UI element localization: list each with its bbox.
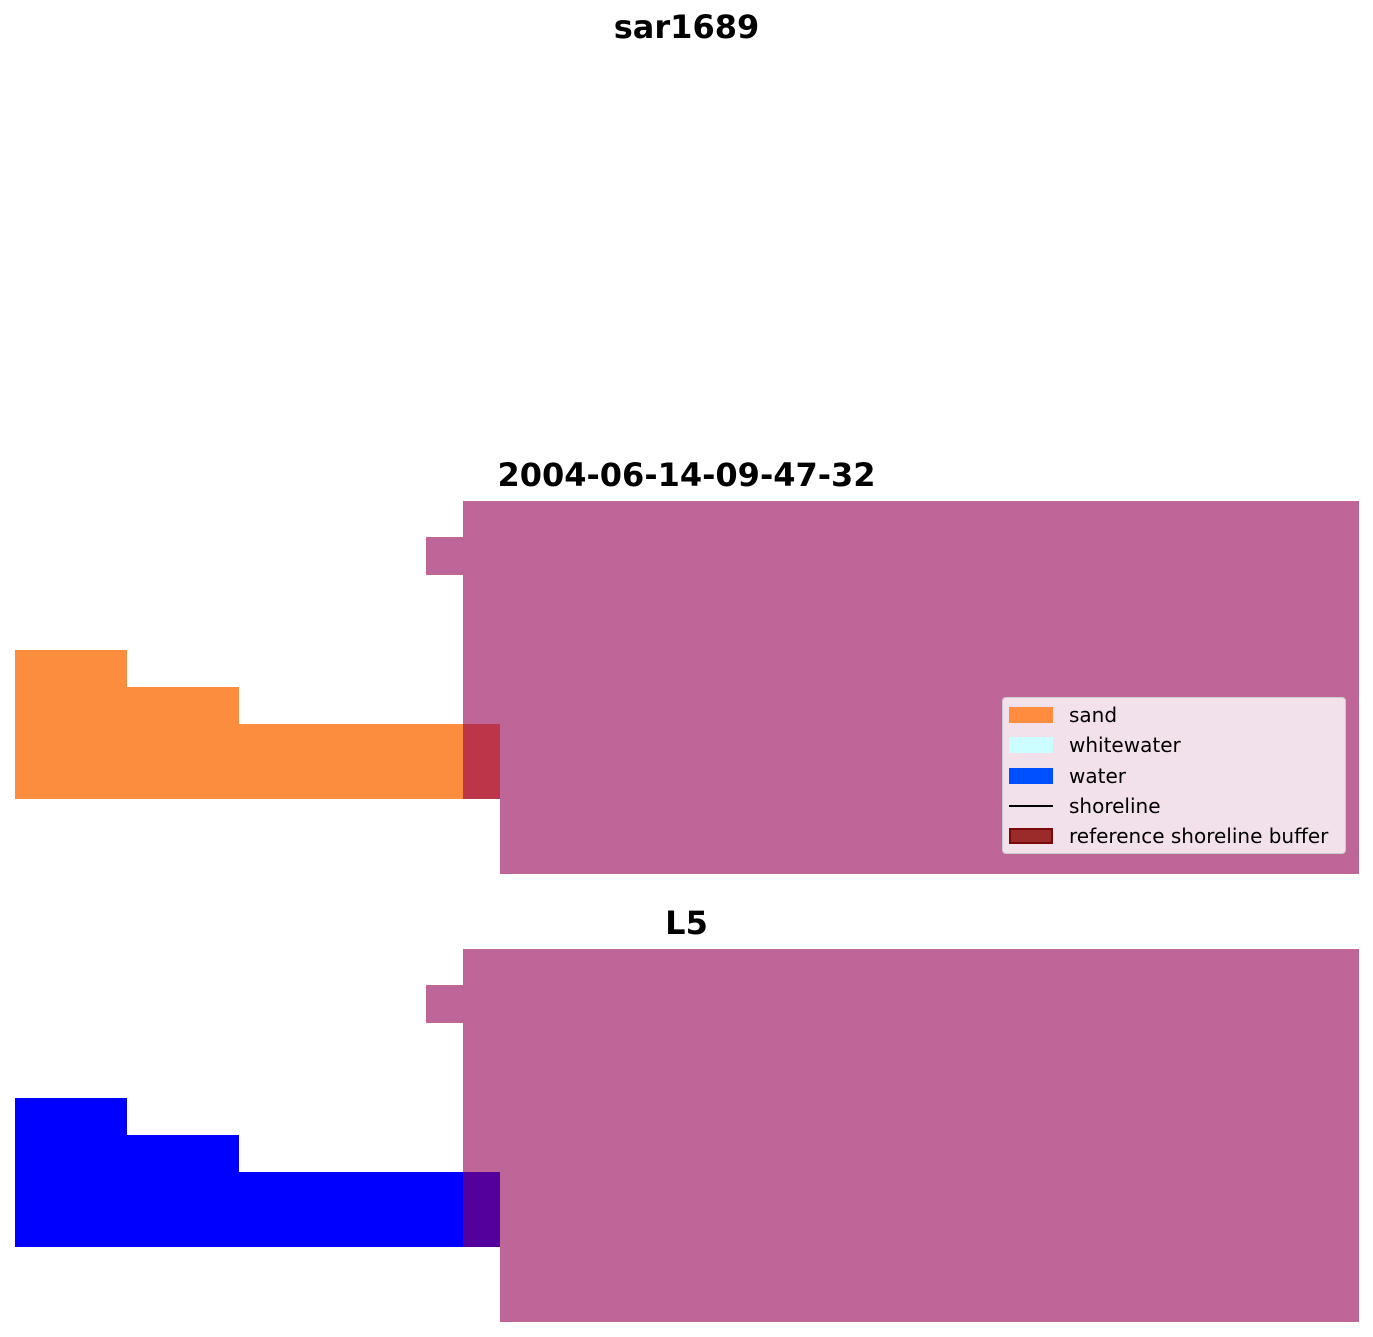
legend-item-reference-shoreline-buffer: reference shoreline buffer bbox=[1009, 824, 1328, 848]
legend-swatch-water bbox=[1009, 768, 1053, 784]
figure-title-middle: 2004-06-14-09-47-32 bbox=[497, 456, 876, 494]
legend-item-water: water bbox=[1009, 764, 1126, 788]
water-buffer-overlap bbox=[463, 1172, 500, 1247]
sand-buffer-overlap bbox=[463, 724, 500, 799]
legend-swatch-sand bbox=[1009, 707, 1053, 723]
buffer-region-notch bbox=[426, 537, 463, 575]
legend-label: sand bbox=[1069, 703, 1118, 727]
figure-title-top: sar1689 bbox=[613, 8, 760, 46]
sand-region-step-1 bbox=[15, 650, 127, 799]
legend-swatch-reference-shoreline-buffer bbox=[1009, 828, 1053, 844]
buffer-region-lower bbox=[500, 1172, 1359, 1322]
water-region-step-1 bbox=[15, 1098, 127, 1247]
figure-title-bottom: L5 bbox=[665, 904, 708, 942]
legend-label: water bbox=[1069, 764, 1126, 788]
water-region-step-2 bbox=[127, 1135, 239, 1247]
sand-region-step-3 bbox=[239, 724, 463, 799]
legend-label: reference shoreline buffer bbox=[1069, 824, 1329, 848]
legend-label: shoreline bbox=[1069, 794, 1161, 818]
buffer-region-notch bbox=[426, 985, 463, 1023]
water-mask-panel bbox=[15, 949, 1359, 1322]
legend: sand whitewater water shoreline referenc… bbox=[1002, 697, 1346, 854]
legend-swatch-whitewater bbox=[1009, 737, 1053, 753]
legend-item-whitewater: whitewater bbox=[1009, 733, 1181, 757]
buffer-region-main bbox=[463, 949, 1359, 1172]
buffer-region-main bbox=[463, 501, 1359, 724]
legend-item-sand: sand bbox=[1009, 703, 1117, 727]
sand-region-step-2 bbox=[127, 687, 239, 799]
legend-swatch-shoreline bbox=[1009, 805, 1053, 807]
legend-item-shoreline: shoreline bbox=[1009, 794, 1161, 818]
legend-label: whitewater bbox=[1069, 733, 1181, 757]
water-region-step-3 bbox=[239, 1172, 463, 1247]
